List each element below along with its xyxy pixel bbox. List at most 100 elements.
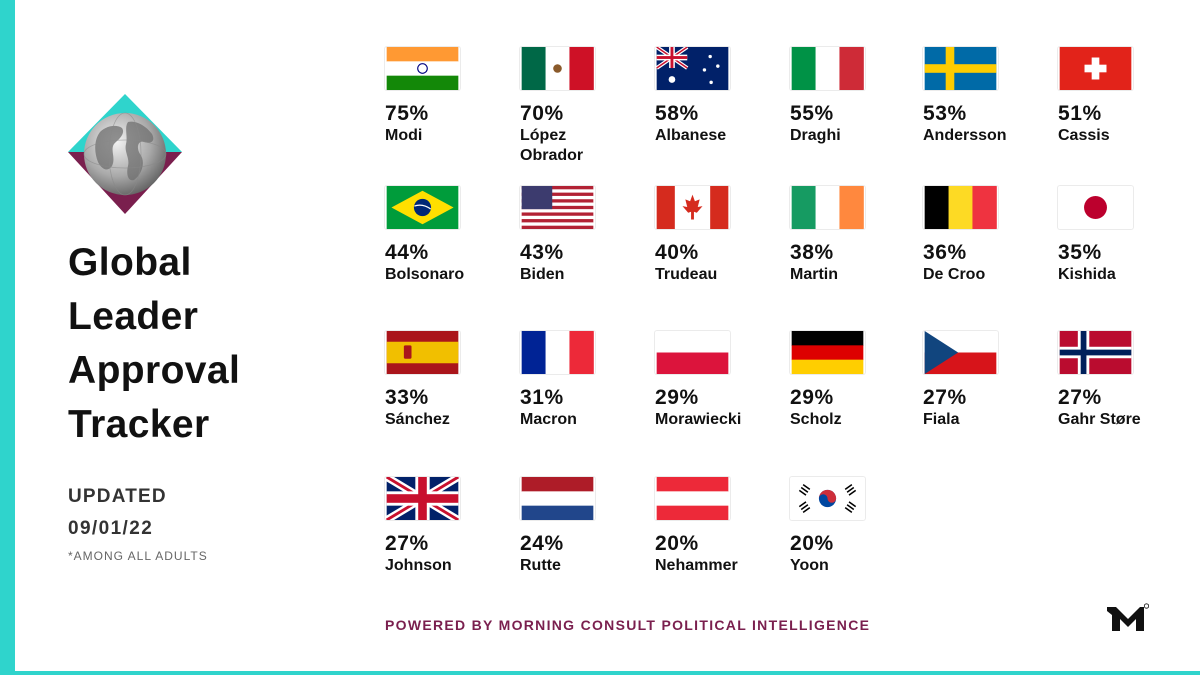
approval-value: 27% xyxy=(385,532,429,555)
flag-canada-icon xyxy=(656,186,729,229)
approval-value: 27% xyxy=(923,386,967,409)
leader-name: Cassis xyxy=(1058,127,1110,144)
flag-mexico-icon xyxy=(521,47,594,90)
approval-value: 36% xyxy=(923,241,967,264)
title-line: Global xyxy=(68,241,192,284)
leader-name: Sánchez xyxy=(385,411,450,428)
leader-cell: 29% Morawiecki xyxy=(655,331,785,430)
leader-cell: 55% Draghi xyxy=(790,47,920,146)
flag-germany-icon xyxy=(791,331,864,374)
leader-name: Yoon xyxy=(790,557,829,574)
leader-name: Fiala xyxy=(923,411,960,428)
approval-value: 51% xyxy=(1058,102,1102,125)
approval-value: 38% xyxy=(790,241,834,264)
approval-value: 29% xyxy=(790,386,834,409)
accent-bar-bottom xyxy=(0,671,1200,675)
approval-value: 40% xyxy=(655,241,699,264)
flag-norway-icon xyxy=(1059,331,1132,374)
leader-cell: 20% Yoon xyxy=(790,477,920,576)
powered-by-text: POWERED BY MORNING CONSULT POLITICAL INT… xyxy=(385,617,871,633)
flag-japan-icon xyxy=(1059,186,1132,229)
leader-name: Biden xyxy=(520,266,565,283)
leader-cell: 40% Trudeau xyxy=(655,186,785,285)
flag-uk-icon xyxy=(385,477,460,520)
leader-name: Scholz xyxy=(790,411,842,428)
flag-spain-icon xyxy=(386,331,459,374)
leader-name: Kishida xyxy=(1058,266,1116,283)
leader-cell: 38% Martin xyxy=(790,186,920,285)
leader-name: De Croo xyxy=(923,266,986,283)
title-line: Tracker xyxy=(68,403,210,446)
leader-cell: 53% Andersson xyxy=(923,47,1053,146)
flag-sweden-icon xyxy=(924,47,997,90)
flag-belgium-icon xyxy=(924,186,997,229)
flag-italy-icon xyxy=(791,47,864,90)
leader-name: Rutte xyxy=(520,557,561,574)
flag-south-korea-icon xyxy=(791,477,864,520)
flag-poland-icon xyxy=(656,331,729,374)
flag-netherlands-icon xyxy=(521,477,594,520)
leader-cell: 24% Rutte xyxy=(520,477,650,576)
leader-cell: 35% Kishida xyxy=(1058,186,1188,285)
updated-date: 09/01/22 xyxy=(68,518,154,539)
globe-logo-icon xyxy=(68,94,182,214)
morning-consult-logo-icon xyxy=(1107,603,1149,631)
leader-name: Modi xyxy=(385,127,423,144)
updated-label: UPDATED xyxy=(68,486,167,507)
leader-name: Morawiecki xyxy=(655,411,742,428)
leader-cell: 27% Gahr Støre xyxy=(1058,331,1188,430)
leader-name: Bolsonaro xyxy=(385,266,465,283)
approval-value: 43% xyxy=(520,241,564,264)
approval-value: 20% xyxy=(790,532,834,555)
leader-cell: 29% Scholz xyxy=(790,331,920,430)
flag-switzerland-icon xyxy=(1059,47,1132,90)
approval-value: 70% xyxy=(520,102,564,125)
leader-cell: 58% Albanese xyxy=(655,47,785,146)
leader-name: Trudeau xyxy=(655,266,718,283)
flag-ireland-icon xyxy=(791,186,864,229)
leader-cell: 44% Bolsonaro xyxy=(385,186,515,285)
approval-value: 27% xyxy=(1058,386,1102,409)
approval-value: 58% xyxy=(655,102,699,125)
leader-name: Albanese xyxy=(655,127,727,144)
leader-name: Gahr Støre xyxy=(1058,411,1141,428)
leader-cell: 36% De Croo xyxy=(923,186,1053,285)
leader-cell: 33% Sánchez xyxy=(385,331,515,430)
leader-name: Martin xyxy=(790,266,838,283)
approval-value: 75% xyxy=(385,102,429,125)
accent-bar-left xyxy=(0,0,15,675)
flag-france-icon xyxy=(521,331,594,374)
leader-cell: 51% Cassis xyxy=(1058,47,1188,146)
flag-australia-icon xyxy=(655,47,729,90)
leader-cell: 27% Johnson xyxy=(385,477,515,576)
approval-value: 33% xyxy=(385,386,429,409)
approval-value: 35% xyxy=(1058,241,1102,264)
leader-name: Johnson xyxy=(385,557,452,574)
approval-value: 29% xyxy=(655,386,699,409)
leader-name: López Obrador xyxy=(520,127,584,164)
flag-brazil-icon xyxy=(386,186,459,229)
flag-usa-icon xyxy=(521,186,594,229)
approval-value: 44% xyxy=(385,241,429,264)
leader-cell: 27% Fiala xyxy=(923,331,1053,430)
title-line: Leader xyxy=(68,295,199,338)
flag-czechia-icon xyxy=(924,331,997,374)
page-title: Global Leader Approval Tracker xyxy=(68,236,240,452)
approval-value: 53% xyxy=(923,102,967,125)
leader-cell: 20% Nehammer xyxy=(655,477,785,576)
approval-value: 55% xyxy=(790,102,834,125)
leader-cell: 43% Biden xyxy=(520,186,650,285)
leader-name: Macron xyxy=(520,411,577,428)
leader-name: Andersson xyxy=(923,127,1007,144)
approval-value: 20% xyxy=(655,532,699,555)
leader-name: Nehammer xyxy=(655,557,738,574)
leader-cell: 70% López Obrador xyxy=(520,47,650,166)
title-line: Approval xyxy=(68,349,241,392)
footnote: *AMONG ALL ADULTS xyxy=(68,549,208,563)
approval-value: 24% xyxy=(520,532,564,555)
leader-name: Draghi xyxy=(790,127,841,144)
flag-austria-icon xyxy=(656,477,729,520)
flag-india-icon xyxy=(386,47,459,90)
approval-value: 31% xyxy=(520,386,564,409)
leader-cell: 75% Modi xyxy=(385,47,515,146)
